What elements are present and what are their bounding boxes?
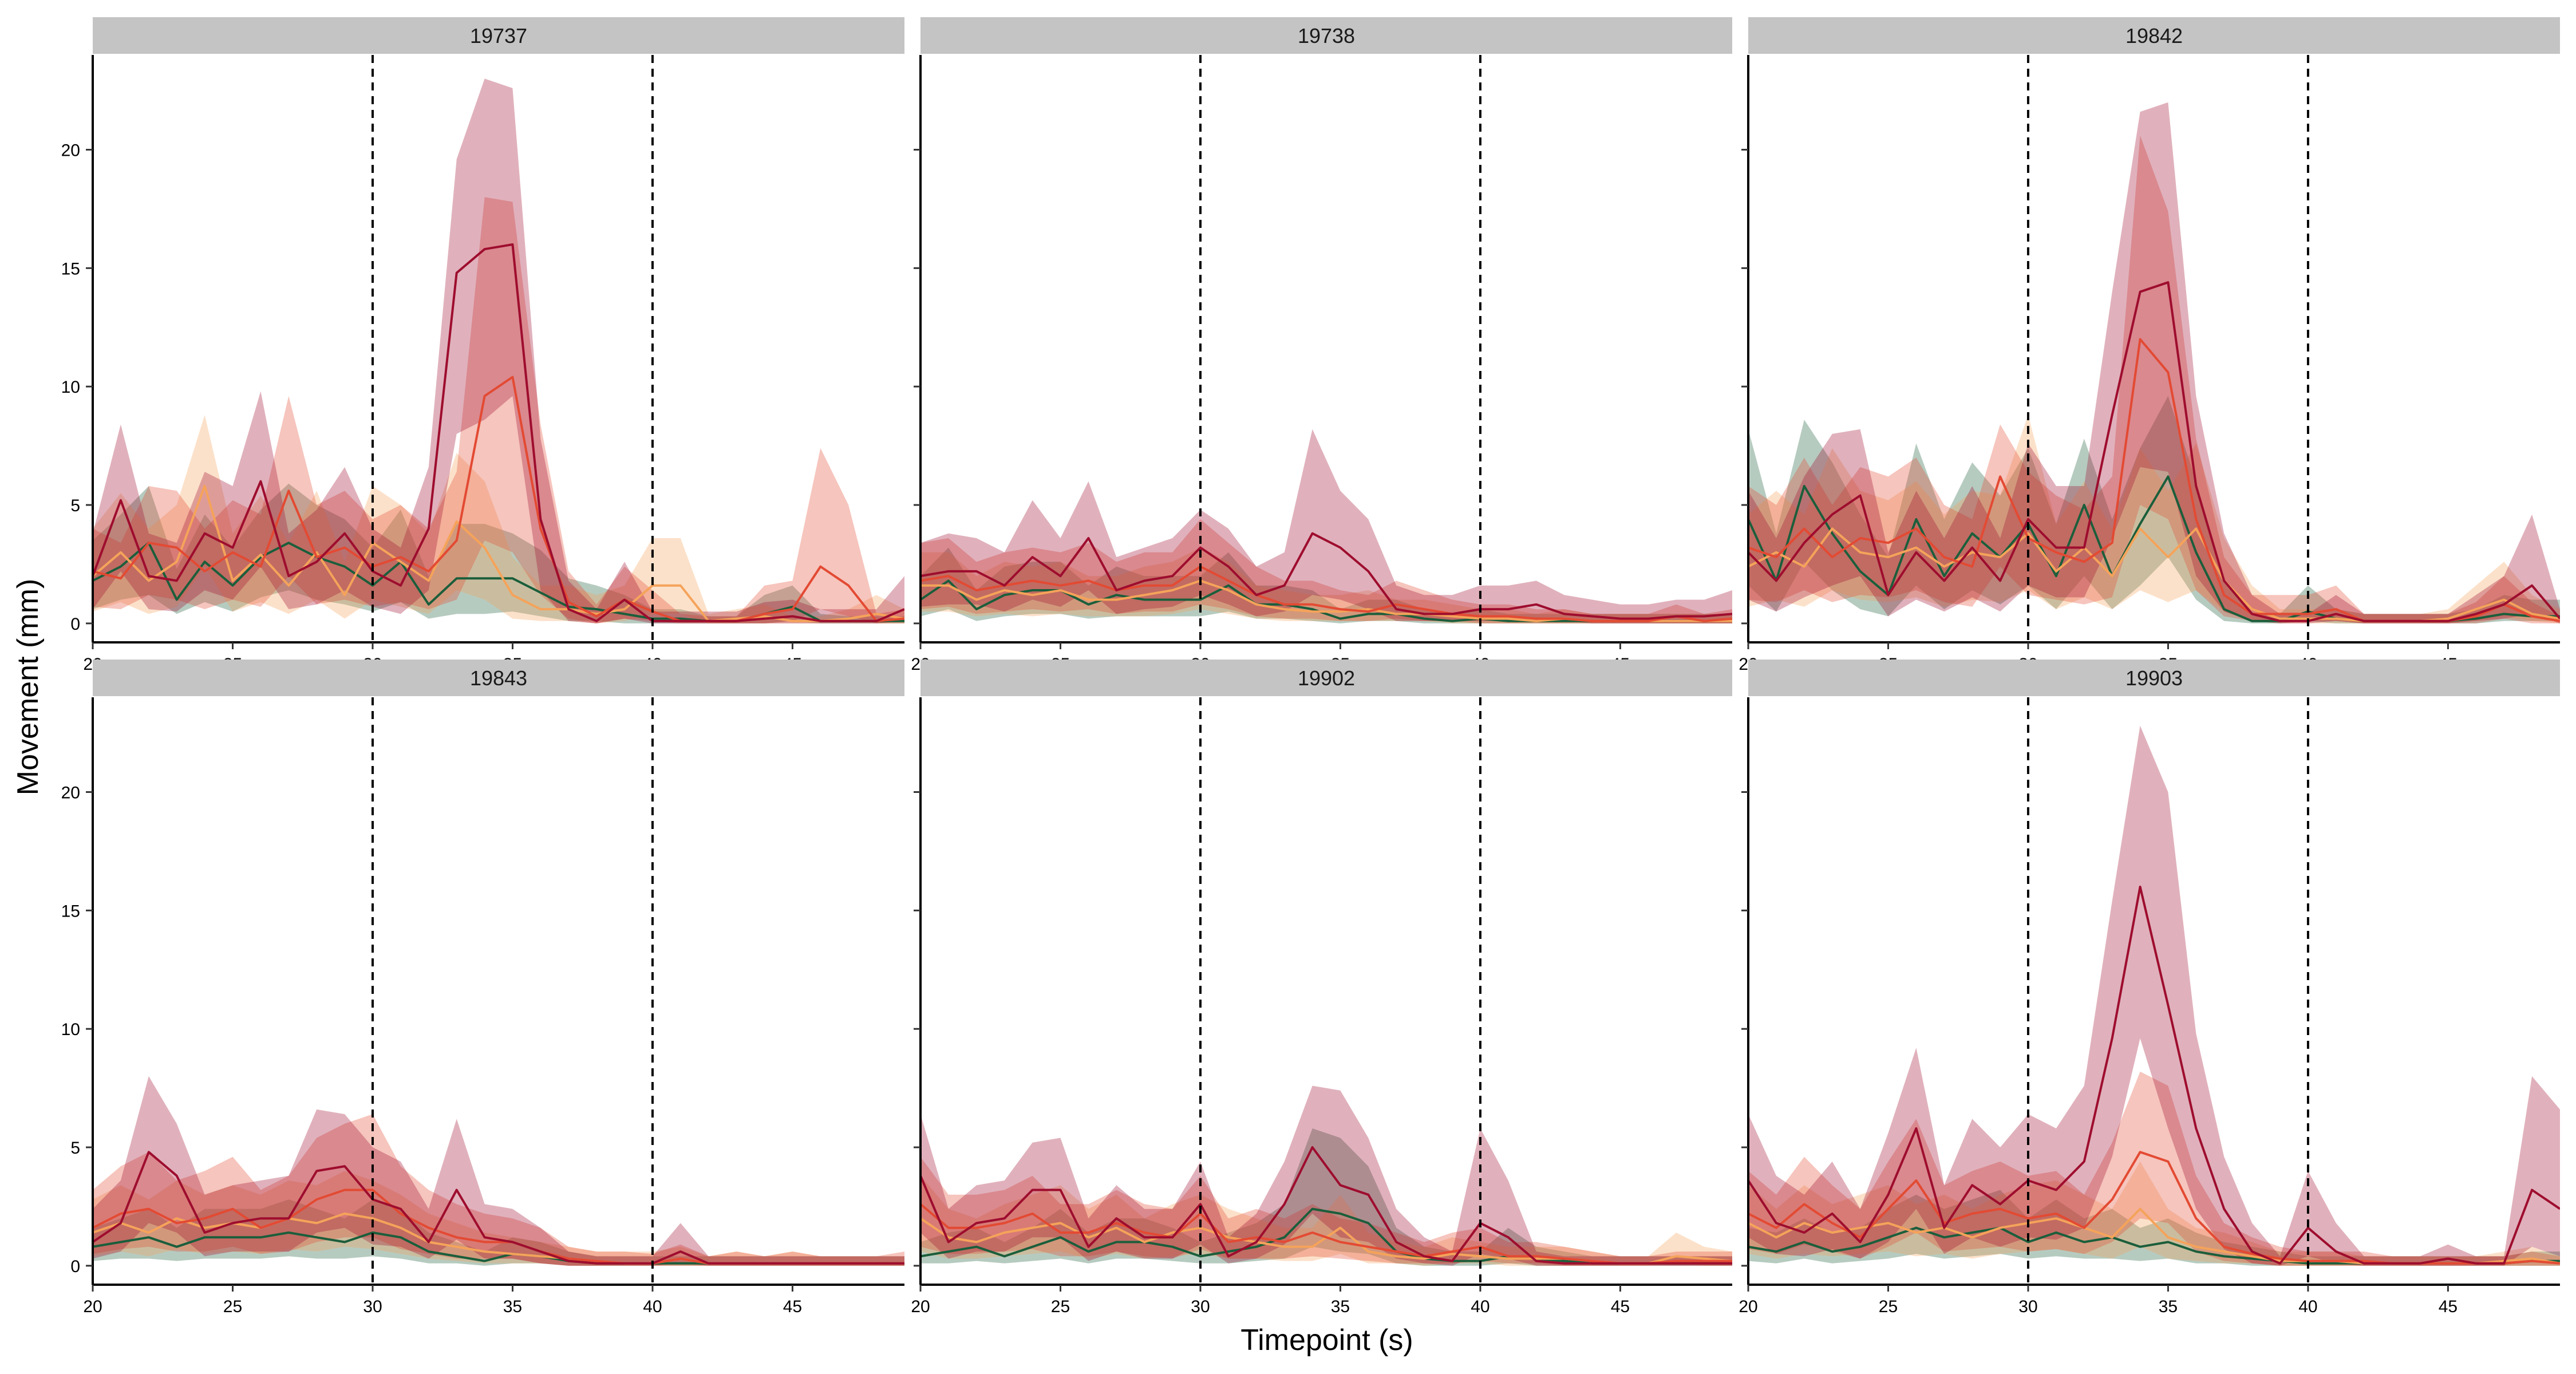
facet-strip [1748, 17, 2560, 54]
x-tick-label: 25 [1051, 1297, 1070, 1316]
y-tick-label: 15 [61, 259, 80, 278]
facet-strip-label: 19737 [470, 24, 527, 48]
x-axis-title: Timepoint (s) [1240, 1324, 1413, 1357]
series-ribbon [920, 519, 1732, 623]
panel-19737: 1973720253035404505101520 [61, 17, 904, 674]
y-tick-label: 0 [70, 1257, 80, 1276]
facet-strip-label: 19902 [1298, 666, 1355, 690]
x-tick-label: 45 [783, 1297, 802, 1316]
series-group [93, 78, 904, 623]
x-tick-label: 35 [1331, 1297, 1350, 1316]
x-tick-label: 45 [1611, 1297, 1630, 1316]
series-ribbon [93, 1199, 904, 1266]
series-line [93, 376, 904, 622]
series-line [920, 532, 1732, 620]
facet-strip-label: 19843 [470, 666, 527, 690]
series-group [1748, 102, 2560, 623]
series-ribbon [93, 1114, 904, 1266]
series-line [93, 1151, 904, 1265]
y-tick-label: 10 [61, 1020, 80, 1039]
series-line [93, 243, 904, 622]
y-tick-label: 15 [61, 902, 80, 921]
x-tick-label: 35 [2159, 1297, 2178, 1316]
facet-strip-label: 19738 [1298, 24, 1355, 48]
facet-strip [920, 17, 1732, 54]
series-line [920, 1146, 1732, 1265]
series-line [93, 485, 904, 622]
series-ribbon [93, 1171, 904, 1266]
series-ribbon [1748, 1161, 2560, 1266]
series-ribbon [920, 1085, 1732, 1266]
facet-strip [1748, 660, 2560, 696]
series-ribbon [920, 547, 1732, 623]
panel-19902: 19902 20 25 30 35 40 45 [911, 660, 1732, 1316]
series-ribbon [920, 1175, 1732, 1266]
series-ribbon [1748, 725, 2560, 1266]
facet-strip [93, 17, 904, 54]
y-axis-title: Movement (mm) [11, 579, 45, 795]
x-tick-label: 35 [503, 1297, 522, 1316]
x-tick-label: 40 [2298, 1297, 2317, 1316]
x-tick-label: 30 [363, 1297, 382, 1316]
series-line [920, 1203, 1732, 1265]
panel-19843: 19843 20 25 30 35 40 45 0 5 10 15 20 [61, 660, 904, 1316]
series-line [1748, 886, 2560, 1265]
y-tick-label: 20 [61, 783, 80, 802]
x-tick-label: 20 [911, 1297, 930, 1316]
facet-strip-label: 19842 [2125, 24, 2183, 48]
x-tick-label: 25 [223, 1297, 242, 1316]
series-group [1748, 725, 2560, 1266]
y-tick-label: 10 [61, 378, 80, 397]
series-group [920, 1085, 1732, 1266]
series-ribbon [920, 547, 1732, 623]
x-tick-label: 25 [1879, 1297, 1898, 1316]
x-tick-label: 40 [1471, 1297, 1490, 1316]
x-tick-label: 30 [1191, 1297, 1210, 1316]
series-ribbon [93, 78, 904, 623]
y-tick-label: 5 [70, 1139, 80, 1158]
x-tick-label: 20 [1739, 1297, 1757, 1316]
series-ribbon [93, 483, 904, 623]
facet-strip-label: 19903 [2125, 666, 2183, 690]
series-ribbon [920, 429, 1732, 623]
panel-19842: 19842202530354045 [1739, 17, 2560, 674]
facet-strip [93, 660, 904, 696]
x-tick-label: 30 [2018, 1297, 2037, 1316]
series-ribbon [93, 1076, 904, 1266]
y-tick-label: 5 [70, 496, 80, 515]
series-line [1748, 281, 2560, 622]
y-tick-label: 20 [61, 141, 80, 160]
panel-19738: 19738202530354045 [911, 17, 1732, 674]
series-group [93, 1076, 904, 1266]
x-tick-label: 40 [643, 1297, 662, 1316]
facet-strip [920, 660, 1732, 696]
x-tick-label: 45 [2439, 1297, 2458, 1316]
y-tick-label: 0 [70, 615, 80, 634]
series-ribbon [1748, 102, 2560, 623]
x-tick-label: 20 [83, 1297, 102, 1316]
series-ribbon [1748, 1190, 2560, 1266]
series-group [920, 429, 1732, 623]
panel-19903: 19903 20 25 30 35 40 45 [1739, 660, 2560, 1316]
facet-panels: 1973720253035404505101520197382025303540… [61, 17, 2560, 1316]
series-line [920, 565, 1732, 622]
series-ribbon [93, 197, 904, 623]
series-ribbon [1748, 135, 2560, 623]
